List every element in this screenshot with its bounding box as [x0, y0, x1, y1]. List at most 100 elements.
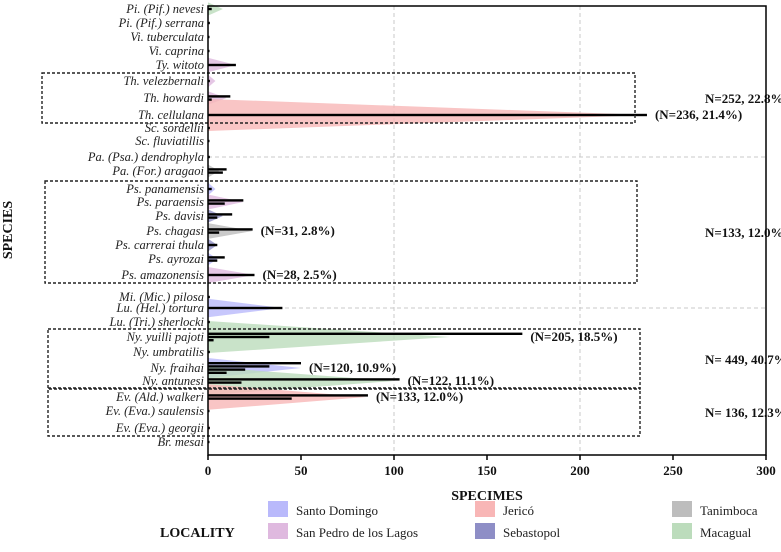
bar	[208, 350, 210, 354]
y-axis-title: SPECIES	[1, 201, 16, 260]
legend-swatch	[475, 501, 495, 517]
bar	[208, 332, 523, 335]
bar	[208, 63, 236, 67]
data-label: (N=120, 10.9%)	[309, 360, 396, 375]
bar	[208, 259, 218, 262]
species-label: Ps. carrerai thula	[114, 238, 204, 252]
legend-swatch	[475, 523, 495, 539]
locality-area	[208, 252, 218, 266]
x-tick-label: 0	[205, 463, 212, 478]
bar	[208, 171, 223, 174]
species-label: Pa. (For.) aragaoi	[111, 164, 204, 178]
species-label: Ev. (Eva.) georgii	[115, 421, 205, 435]
legend-label: Macagual	[700, 525, 752, 540]
bar	[208, 126, 210, 130]
locality-area	[208, 209, 223, 223]
legend-label: Tanimboca	[700, 503, 758, 518]
data-label: (N=122, 11.1%)	[408, 373, 495, 388]
species-label: Ny. fraihai	[150, 361, 205, 375]
bar	[208, 243, 218, 247]
locality-area	[208, 384, 367, 410]
bar	[208, 362, 301, 365]
bar	[208, 320, 210, 324]
species-label: Br. mesai	[157, 435, 204, 449]
x-tick-label: 100	[384, 463, 404, 478]
locality-area	[208, 223, 253, 239]
species-label: Th. cellulana	[138, 108, 204, 122]
data-label: (N=28, 2.5%)	[263, 267, 337, 282]
species-label: Ev. (Eva.) saulensis	[105, 404, 204, 418]
locality-area	[208, 164, 220, 178]
bar	[208, 231, 220, 234]
species-label: Ps. paraensis	[136, 195, 205, 209]
x-tick-label: 50	[295, 463, 308, 478]
species-label: Ps. ayrozai	[147, 252, 204, 266]
legend-label: Sebastopol	[503, 525, 560, 540]
species-label: Ps. panamensis	[125, 182, 204, 196]
species-label: Mi. (Mic.) pilosa	[118, 290, 204, 304]
legend-swatch	[672, 501, 692, 517]
x-tick-label: 250	[663, 463, 683, 478]
bar	[208, 365, 270, 368]
bar	[208, 378, 400, 381]
bar	[208, 213, 233, 216]
species-label: Pi. (Pif.) nevesi	[125, 2, 204, 16]
bar	[208, 256, 225, 259]
species-label: Ps. chagasi	[145, 224, 204, 238]
group-label: N= 449, 40.7%	[705, 352, 781, 367]
species-label: Ps. amazonensis	[120, 268, 204, 282]
legend-swatch	[672, 523, 692, 539]
x-tick-label: 200	[570, 463, 590, 478]
legend-label: San Pedro de los Lagos	[296, 525, 418, 540]
x-axis-title: SPECIMES	[451, 489, 523, 504]
data-label: (N=133, 12.0%)	[376, 389, 463, 404]
bar	[208, 216, 218, 219]
bar	[208, 335, 270, 339]
bar	[208, 98, 212, 101]
species-label: Ev. (Ald.) walkeri	[115, 390, 204, 404]
bar	[208, 199, 244, 202]
bar	[208, 228, 253, 231]
group-box	[44, 180, 638, 284]
species-label: Ty. witoto	[156, 58, 204, 72]
locality-area	[208, 194, 244, 210]
bar	[208, 155, 210, 159]
data-label: (N=31, 2.8%)	[261, 223, 335, 238]
species-label: Vi. caprina	[149, 44, 204, 58]
legend-swatch	[268, 523, 288, 539]
bar	[208, 21, 210, 25]
species-label: Ny. yuilli pajoti	[126, 330, 205, 344]
data-label: (N=236, 21.4%)	[655, 107, 742, 122]
bar	[208, 113, 647, 117]
species-label: Th. velezbernali	[123, 74, 204, 88]
bar	[208, 168, 227, 171]
x-tick-label: 300	[756, 463, 776, 478]
species-label: Ny. umbratilis	[132, 345, 204, 359]
bar	[208, 273, 255, 277]
species-label: Ps. davisi	[154, 209, 204, 223]
bar	[208, 381, 242, 384]
x-tick-label: 150	[477, 463, 497, 478]
bar	[208, 202, 225, 205]
bar	[208, 371, 227, 374]
bar	[208, 79, 210, 83]
bar	[208, 426, 210, 430]
group-box	[47, 328, 641, 390]
species-label: Pa. (Psa.) dendrophyla	[87, 150, 204, 164]
legend-label: Jericó	[503, 503, 534, 518]
bar	[208, 394, 368, 397]
legend-swatch	[268, 501, 288, 517]
bar	[208, 306, 283, 310]
bar	[208, 95, 231, 98]
species-label: Sc. sordellii	[145, 121, 205, 135]
legend-title: LOCALITY	[160, 526, 235, 541]
bar	[208, 7, 212, 11]
group-label: N= 136, 12.3%	[705, 405, 781, 420]
species-label: Pi. (Pif.) serrana	[118, 16, 204, 30]
species-label: Ny. antunesi	[141, 374, 204, 388]
group-label: N=252, 22.8%	[705, 91, 781, 106]
bar	[208, 339, 214, 342]
locality-area	[208, 74, 216, 88]
species-label: Sc. fluviatillis	[135, 134, 204, 148]
